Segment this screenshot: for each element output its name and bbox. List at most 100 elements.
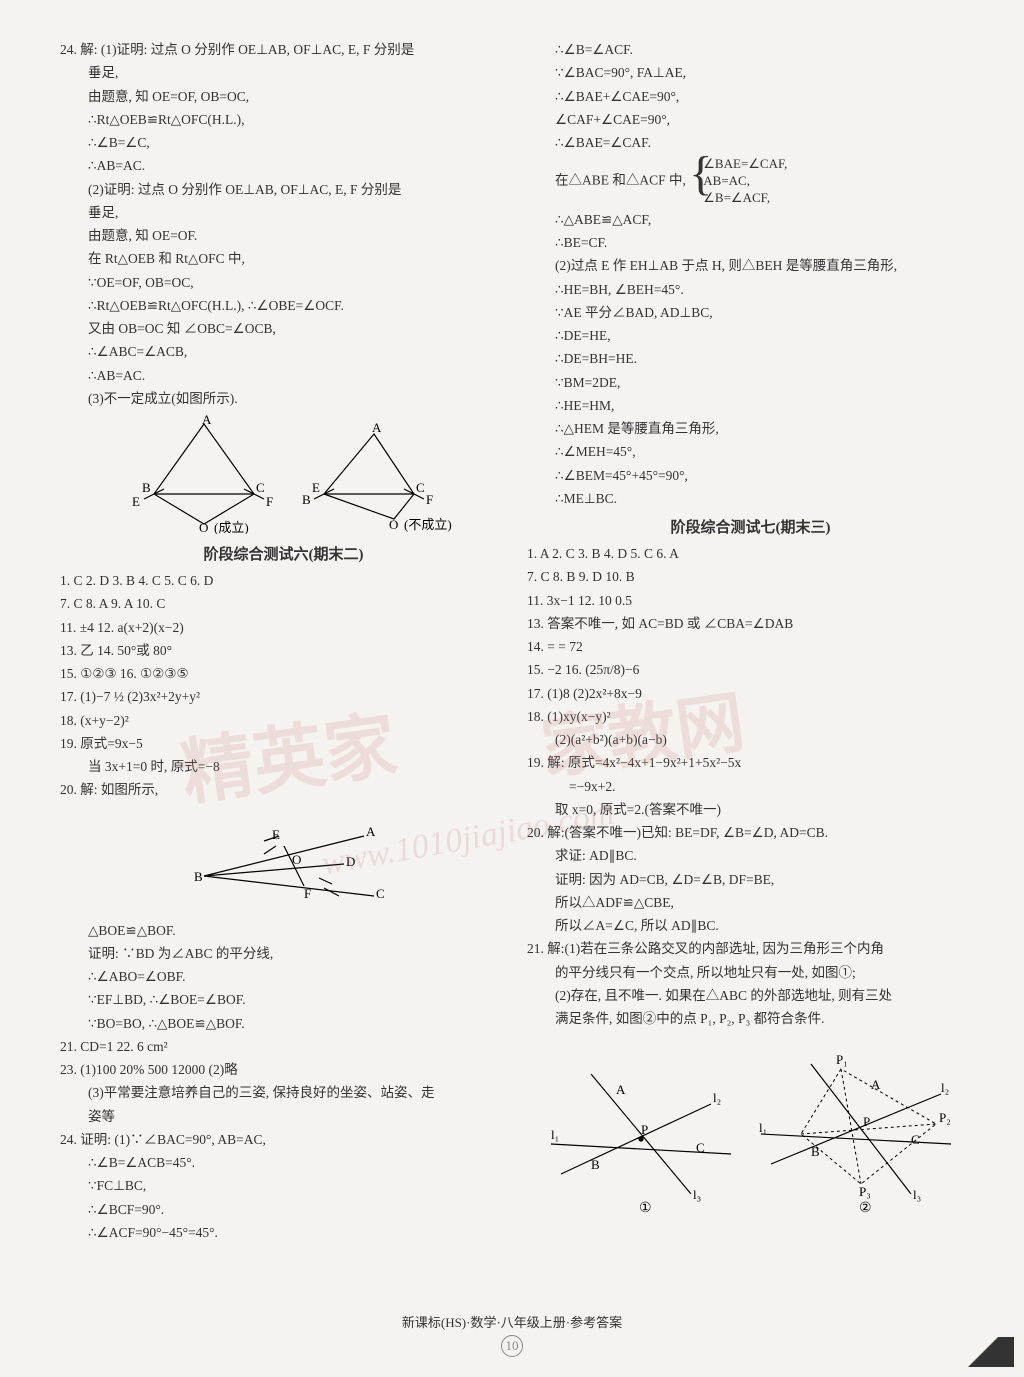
- svg-text:C: C: [416, 480, 425, 495]
- mc-line: 7. C 8. B 9. D 10. B: [527, 567, 974, 587]
- q21-22-line: 21. CD=1 22. 6 cm²: [60, 1037, 507, 1057]
- mc-line: 11. ±4 12. a(x+2)(x−2): [60, 618, 507, 638]
- page-footer: 新课标(HS)·数学·八年级上册·参考答案 10: [0, 1312, 1024, 1357]
- cont2-line: ∴DE=HE,: [527, 326, 974, 346]
- cont2-line: ∴DE=BH=HE.: [527, 349, 974, 369]
- mc-line: 13. 答案不唯一, 如 AC=BD 或 ∠CBA=∠DAB: [527, 614, 974, 634]
- svg-text:E: E: [272, 827, 280, 842]
- svg-text:F: F: [266, 494, 273, 509]
- right-column: ∴∠B=∠ACF. ∵∠BAC=90°, FA⊥AE, ∴∠BAE+∠CAE=9…: [527, 40, 974, 1300]
- q20-line: ∴∠ABO=∠OBF.: [60, 967, 507, 987]
- q24-line: ∵OE=OF, OB=OC,: [60, 273, 507, 293]
- svg-text:C: C: [256, 480, 265, 495]
- corner-decoration: [954, 1337, 1014, 1367]
- mc-line: 17. (1)−7 ½ (2)3x²+2y+y²: [60, 687, 507, 707]
- figure-roads: A C B P l₁ l₂ l₃ ① P₁: [527, 1034, 974, 1214]
- mc-line: 20. 解: 如图所示,: [60, 780, 507, 800]
- q24-line: ∴∠B=∠C,: [60, 133, 507, 153]
- cont2-line: ∴HE=HM,: [527, 396, 974, 416]
- svg-text:l₁: l₁: [551, 1127, 559, 1142]
- svg-text:O: O: [199, 520, 208, 534]
- svg-text:A: A: [202, 414, 212, 427]
- q24-line: 24. 解: (1)证明: 过点 O 分别作 OE⊥AB, OF⊥AC, E, …: [60, 40, 507, 60]
- angle-diagram-icon: A B C D E F O: [164, 806, 404, 916]
- q20-line: 证明: ∵BD 为∠ABC 的平分线,: [60, 944, 507, 964]
- figure-angle: A B C D E F O: [60, 806, 507, 916]
- svg-text:O: O: [389, 517, 398, 532]
- mc-line: 7. C 8. A 9. A 10. C: [60, 594, 507, 614]
- mc-line: 15. ①②③ 16. ①②③⑤: [60, 664, 507, 684]
- svg-text:l₂: l₂: [941, 1080, 949, 1095]
- q23-line: 23. (1)100 20% 500 12000 (2)略: [60, 1060, 507, 1080]
- mc-line: 20. 解:(答案不唯一)已知: BE=DF, ∠B=∠D, AD=CB.: [527, 823, 974, 843]
- svg-text:B: B: [194, 869, 203, 884]
- mc-line: 18. (1)xy(x−y)²: [527, 707, 974, 727]
- left-column: 24. 解: (1)证明: 过点 O 分别作 OE⊥AB, OF⊥AC, E, …: [60, 40, 507, 1300]
- section7-title: 阶段综合测试七(期末三): [527, 516, 974, 537]
- mc-line: 求证: AD∥BC.: [527, 846, 974, 866]
- q24-line: 由题意, 知 OE=OF, OB=OC,: [60, 87, 507, 107]
- sys-line: ∠B=∠ACF,: [703, 190, 787, 207]
- mc-line: 17. (1)8 (2)2x²+8x−9: [527, 684, 974, 704]
- mc-line: 13. 乙 14. 50°或 80°: [60, 641, 507, 661]
- mc-line: 满足条件, 如图②中的点 P₁, P₂, P₃ 都符合条件.: [527, 1009, 974, 1029]
- svg-text:C: C: [696, 1140, 705, 1155]
- q24-line: ∴AB=AC.: [60, 156, 507, 176]
- cont2-line: ∴BE=CF.: [527, 233, 974, 253]
- svg-text:E: E: [132, 494, 140, 509]
- mc-line: 证明: 因为 AD=CB, ∠D=∠B, DF=BE,: [527, 870, 974, 890]
- q23-line: 姿等: [60, 1107, 507, 1127]
- cont2-line: ∴∠MEH=45°,: [527, 442, 974, 462]
- q24-line: ∴AB=AC.: [60, 366, 507, 386]
- q20-line: ∵EF⊥BD, ∴∠BOE=∠BOF.: [60, 990, 507, 1010]
- q24-line: 在 Rt△OEB 和 Rt△OFC 中,: [60, 249, 507, 269]
- mc-line: 所以∠A=∠C, 所以 AD∥BC.: [527, 916, 974, 936]
- svg-text:F: F: [426, 492, 433, 507]
- svg-text:B: B: [142, 480, 151, 495]
- cont2-line: ∴△ABE≌△ACF,: [527, 210, 974, 230]
- svg-text:l₃: l₃: [693, 1187, 701, 1202]
- svg-text:①: ①: [639, 1201, 652, 1214]
- mc-line: 19. 原式=9x−5: [60, 734, 507, 754]
- cont2-line: (2)过点 E 作 EH⊥AB 于点 H, 则△BEH 是等腰直角三角形,: [527, 256, 974, 276]
- q24-line: 由题意, 知 OE=OF.: [60, 226, 507, 246]
- cont2-line: ∵BM=2DE,: [527, 373, 974, 393]
- cont2-line: ∵AE 平分∠BAD, AD⊥BC,: [527, 303, 974, 323]
- mc-line: (2)存在, 且不唯一. 如果在△ABC 的外部选地址, 则有三处: [527, 986, 974, 1006]
- q23-line: (3)平常要注意培养自己的三姿, 保持良好的坐姿、站姿、走: [60, 1083, 507, 1103]
- page-number: 10: [501, 1335, 523, 1357]
- cont-line: ∴∠BAE+∠CAE=90°,: [527, 87, 974, 107]
- cont-line: ∴∠BAE=∠CAF.: [527, 133, 974, 153]
- svg-text:l₁: l₁: [759, 1120, 767, 1135]
- mc-line: 18. (x+y−2)²: [60, 711, 507, 731]
- cont-line: ∵∠BAC=90°, FA⊥AE,: [527, 63, 974, 83]
- q20-line: ∵BO=BO, ∴△BOE≌△BOF.: [60, 1014, 507, 1034]
- q24b-line: ∴∠BCF=90°.: [60, 1200, 507, 1220]
- cont2-line: ∴△HEM 是等腰直角三角形,: [527, 419, 974, 439]
- q24b-line: ∴∠ACF=90°−45°=45°.: [60, 1223, 507, 1243]
- page-columns: 24. 解: (1)证明: 过点 O 分别作 OE⊥AB, OF⊥AC, E, …: [60, 40, 974, 1300]
- sys-line: ∠BAE=∠CAF,: [703, 156, 787, 173]
- mc-line: 取 x=0, 原式=2.(答案不唯一): [527, 800, 974, 820]
- q24-line: 垂足,: [60, 63, 507, 83]
- mc-line: 11. 3x−1 12. 10 0.5: [527, 591, 974, 611]
- mc-line: 14. = = 72: [527, 637, 974, 657]
- figure-triangles: A B C E F O (成立) A E C B F O (不成立): [60, 414, 507, 534]
- svg-text:②: ②: [859, 1201, 872, 1214]
- q24-line: ∴Rt△OEB≌Rt△OFC(H.L.), ∴∠OBE=∠OCF.: [60, 296, 507, 316]
- mc-line: 所以△ADF≌△CBE,: [527, 893, 974, 913]
- svg-text:B: B: [591, 1157, 600, 1172]
- mc-line: 21. 解:(1)若在三条公路交叉的内部选址, 因为三角形三个内角: [527, 939, 974, 959]
- svg-text:P₂: P₂: [939, 1110, 951, 1125]
- svg-text:A: A: [366, 824, 376, 839]
- cont-line: ∴∠B=∠ACF.: [527, 40, 974, 60]
- q24b-line: ∵FC⊥BC,: [60, 1176, 507, 1196]
- svg-text:O: O: [292, 852, 301, 867]
- svg-text:A: A: [871, 1077, 881, 1092]
- svg-text:B: B: [811, 1144, 820, 1159]
- mc-line: (2)(a²+b²)(a+b)(a−b): [527, 730, 974, 750]
- triangle-diagram-icon: A B C E F O (成立) A E C B F O (不成立): [114, 414, 454, 534]
- mc-line: 的平分线只有一个交点, 所以地址只有一处, 如图①;: [527, 963, 974, 983]
- q24-line: 垂足,: [60, 203, 507, 223]
- svg-text:C: C: [911, 1132, 920, 1147]
